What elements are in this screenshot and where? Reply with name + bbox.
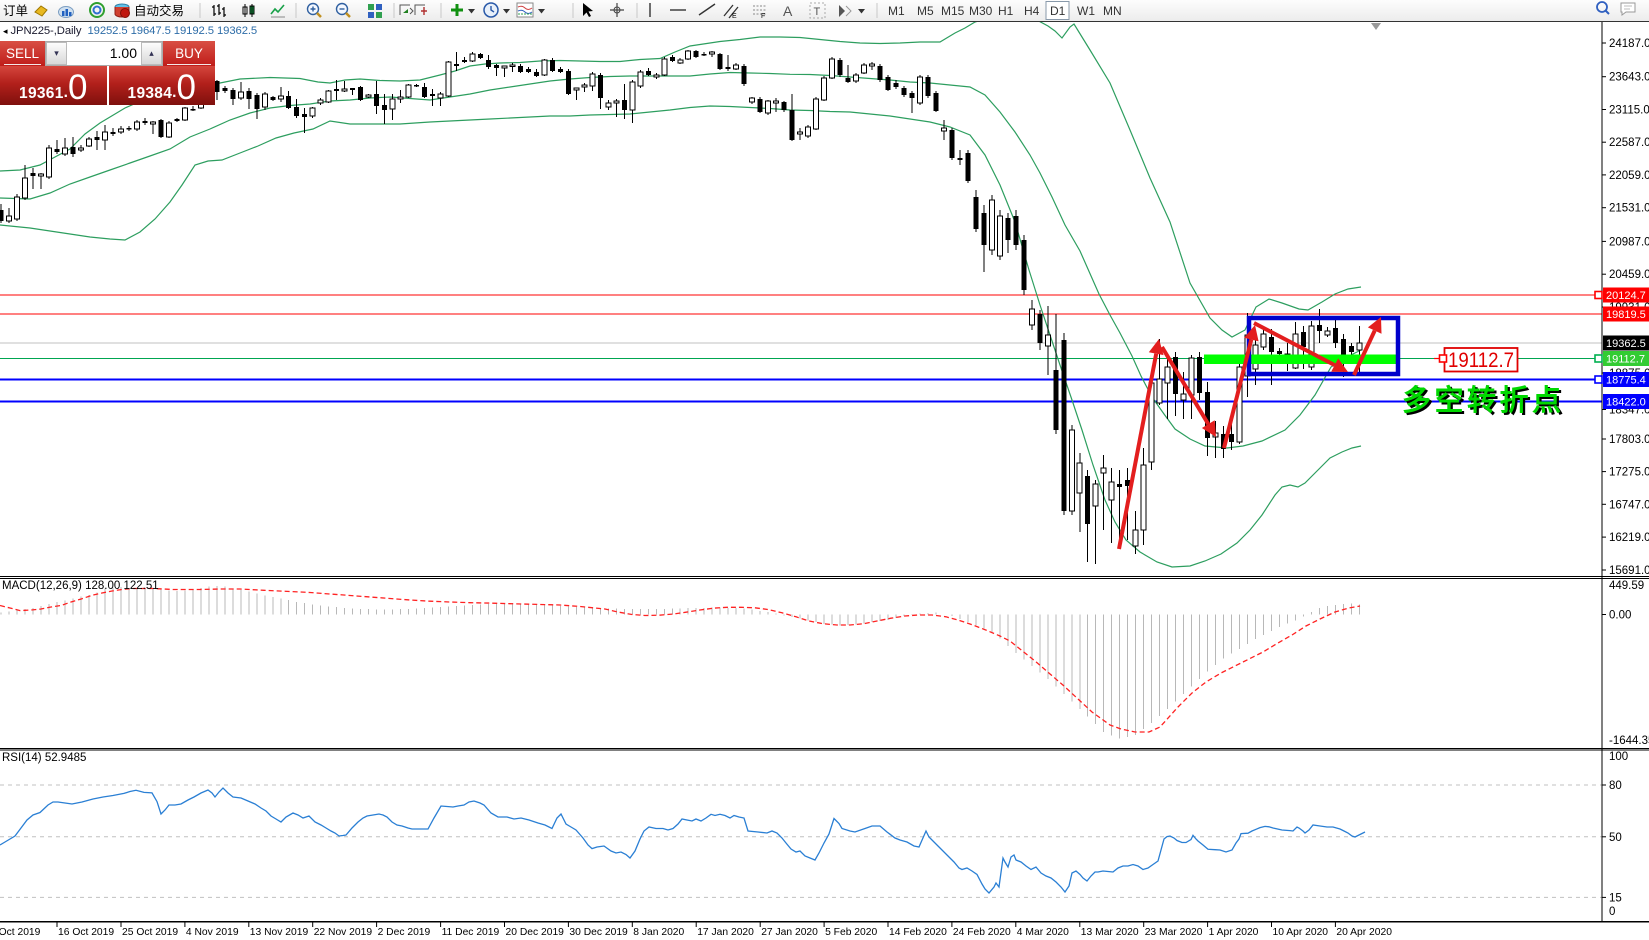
svg-text:24187.0: 24187.0 [1609,38,1649,50]
svg-text:19112.7: 19112.7 [1448,349,1514,372]
svg-text:24 Feb 2020: 24 Feb 2020 [953,927,1011,938]
svg-text:多空转折点: 多空转折点 [1402,383,1565,417]
svg-text:-1644.35: -1644.35 [1609,735,1649,747]
svg-text:80: 80 [1609,780,1622,792]
svg-text:23 Mar 2020: 23 Mar 2020 [1145,927,1203,938]
svg-text:多空转折点: 多空转折点 [1404,385,1567,419]
svg-text:订单: 订单 [3,4,28,18]
svg-text:16219.0: 16219.0 [1609,532,1649,544]
svg-text:19819.5: 19819.5 [1606,309,1646,321]
svg-text:19362.5: 19362.5 [1606,338,1646,350]
svg-text:15: 15 [1609,892,1622,904]
svg-text:7 Oct 2019: 7 Oct 2019 [0,927,41,938]
svg-text:17803.0: 17803.0 [1609,434,1649,446]
svg-text:10 Apr 2020: 10 Apr 2020 [1273,927,1329,938]
svg-text:MACD(12,26,9) 128.00 122.51: MACD(12,26,9) 128.00 122.51 [2,580,159,592]
svg-text:20 Dec 2019: 20 Dec 2019 [506,927,565,938]
svg-text:M5: M5 [917,4,934,18]
svg-text:16 Oct 2019: 16 Oct 2019 [58,927,114,938]
svg-text:RSI(14) 52.9485: RSI(14) 52.9485 [2,752,86,764]
svg-text:23643.0: 23643.0 [1609,72,1649,84]
svg-text:T: T [814,6,821,18]
svg-text:22059.0: 22059.0 [1609,170,1649,182]
svg-text:4 Mar 2020: 4 Mar 2020 [1017,927,1069,938]
svg-text:17 Jan 2020: 17 Jan 2020 [697,927,754,938]
svg-text:16747.0: 16747.0 [1609,499,1649,511]
svg-text:20459.0: 20459.0 [1609,269,1649,281]
svg-text:22587.0: 22587.0 [1609,137,1649,149]
svg-text:MN: MN [1103,4,1122,18]
svg-text:D1: D1 [1050,4,1066,18]
svg-text:27 Jan 2020: 27 Jan 2020 [761,927,818,938]
svg-text:20 Apr 2020: 20 Apr 2020 [1336,927,1392,938]
svg-text:0.00: 0.00 [1609,610,1631,622]
svg-text:1 Apr 2020: 1 Apr 2020 [1209,927,1259,938]
svg-text:2 Dec 2019: 2 Dec 2019 [378,927,431,938]
svg-text:5 Feb 2020: 5 Feb 2020 [825,927,877,938]
svg-text:A: A [783,3,793,19]
svg-text:50: 50 [1609,832,1622,844]
svg-text:20124.7: 20124.7 [1606,290,1646,302]
svg-text:4 Nov 2019: 4 Nov 2019 [186,927,239,938]
svg-text:M15: M15 [941,4,965,18]
svg-text:13 Nov 2019: 13 Nov 2019 [250,927,309,938]
svg-text:W1: W1 [1077,4,1095,18]
svg-text:H1: H1 [998,4,1014,18]
svg-text:0: 0 [1609,906,1615,918]
svg-text:F: F [761,13,765,20]
svg-text:M30: M30 [969,4,993,18]
svg-text:18422.0: 18422.0 [1606,397,1646,409]
svg-text:20987.0: 20987.0 [1609,236,1649,248]
svg-text:11 Dec 2019: 11 Dec 2019 [442,927,500,938]
svg-text:13 Mar 2020: 13 Mar 2020 [1081,927,1139,938]
svg-text:14 Feb 2020: 14 Feb 2020 [889,927,947,938]
svg-text:30 Dec 2019: 30 Dec 2019 [569,927,628,938]
svg-text:E: E [732,13,737,20]
svg-text:8 Jan 2020: 8 Jan 2020 [633,927,684,938]
svg-text:17275.0: 17275.0 [1609,467,1649,479]
svg-text:19112.7: 19112.7 [1606,354,1645,366]
svg-text:25 Oct 2019: 25 Oct 2019 [122,927,178,938]
svg-text:100: 100 [1609,751,1628,763]
svg-text:23115.0: 23115.0 [1609,105,1649,117]
svg-text:22 Nov 2019: 22 Nov 2019 [314,927,373,938]
svg-text:M1: M1 [888,4,905,18]
svg-text:H4: H4 [1024,4,1040,18]
svg-text:21531.0: 21531.0 [1609,203,1649,215]
svg-text:自动交易: 自动交易 [134,3,184,18]
svg-text:15691.0: 15691.0 [1609,565,1649,577]
svg-text:18775.4: 18775.4 [1606,375,1646,387]
svg-text:449.59: 449.59 [1609,580,1644,592]
